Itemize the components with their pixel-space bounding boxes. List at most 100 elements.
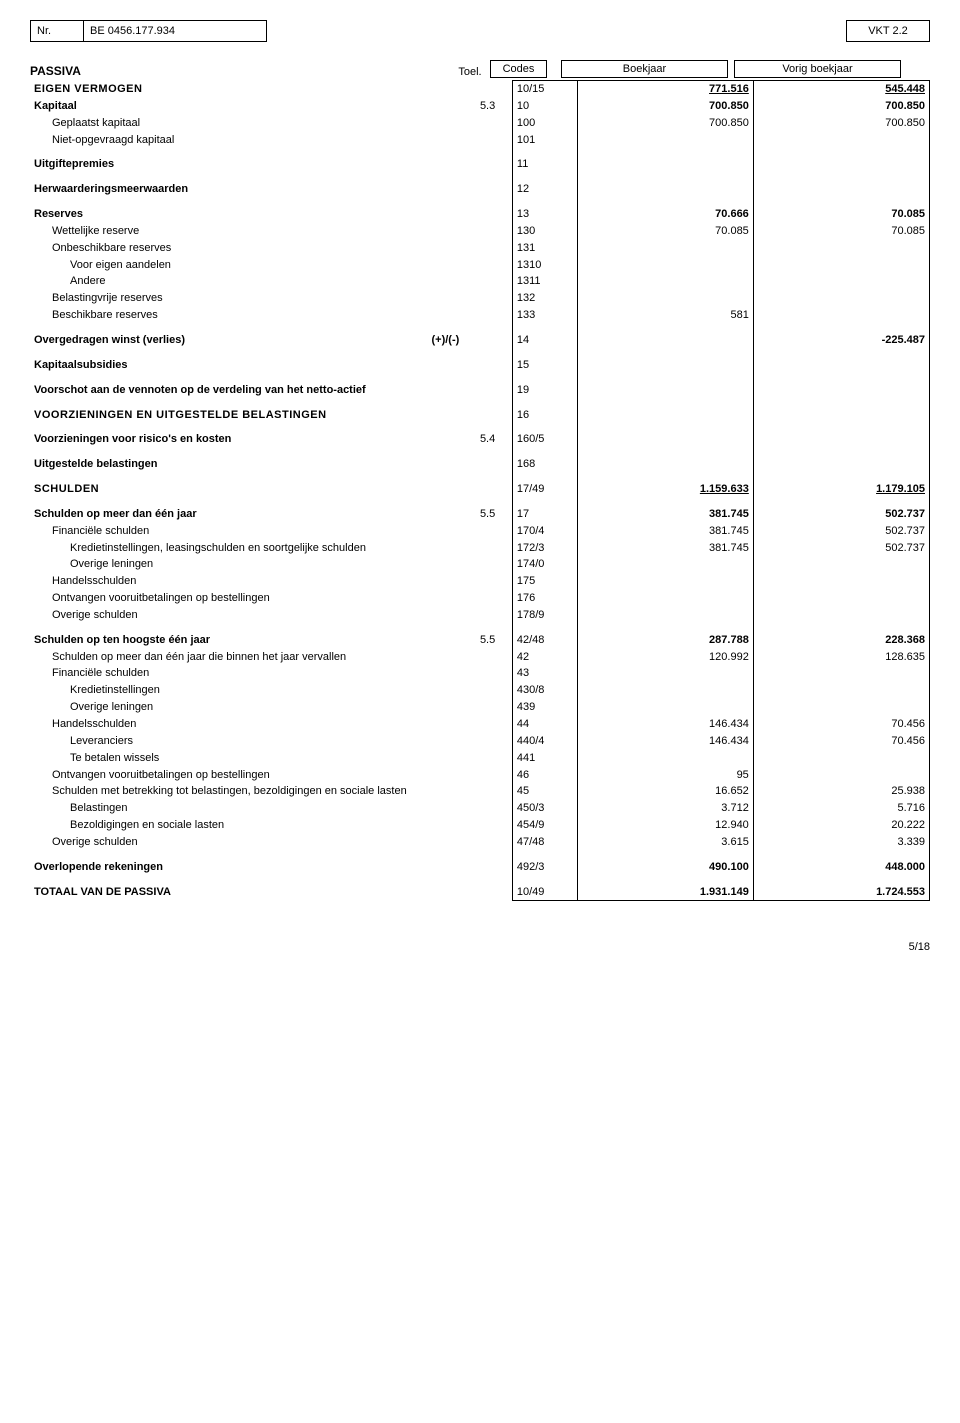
row-current [577,181,753,198]
row-code: 10/49 [512,884,577,901]
row-code: 1310 [512,257,577,274]
row-previous [753,590,929,607]
row-previous [753,573,929,590]
row-code: 42/48 [512,632,577,649]
row-previous: 70.085 [753,206,929,223]
row-toel [463,206,512,223]
row-label: Financiële schulden [30,665,463,682]
row-toel [463,115,512,132]
row-code: 45 [512,783,577,800]
row-label: Reserves [30,206,463,223]
row-current [577,240,753,257]
row-toel [463,223,512,240]
row-label: Handelsschulden [30,573,463,590]
row-current: 120.992 [577,649,753,666]
row-label: TOTAAL VAN DE PASSIVA [30,884,463,901]
row-toel [463,181,512,198]
row-label: Voor eigen aandelen [30,257,463,274]
section-title: PASSIVA [30,64,450,78]
row-previous: 25.938 [753,783,929,800]
row-toel: 5.5 [463,632,512,649]
row-previous: 70.085 [753,223,929,240]
row-current [577,132,753,149]
row-toel [463,800,512,817]
row-current: 381.745 [577,523,753,540]
row-code: 1311 [512,273,577,290]
row-current [577,556,753,573]
row-toel [463,481,512,498]
row-label: Kredietinstellingen [30,682,463,699]
row-toel [463,590,512,607]
row-previous: 70.456 [753,733,929,750]
row-previous: 1.724.553 [753,884,929,901]
row-current: 581 [577,307,753,324]
row-current: 381.745 [577,540,753,557]
row-previous [753,307,929,324]
row-current [577,665,753,682]
row-label: Schulden op meer dan één jaar [30,506,463,523]
passiva-table: EIGEN VERMOGEN10/15771.516545.448Kapitaa… [30,80,930,901]
row-label: Overlopende rekeningen [30,859,463,876]
row-code: 175 [512,573,577,590]
row-current [577,156,753,173]
row-previous [753,456,929,473]
row-previous [753,357,929,374]
row-toel [463,257,512,274]
row-toel [463,665,512,682]
row-toel [463,407,512,424]
row-current [577,290,753,307]
row-toel [463,523,512,540]
row-code: 17 [512,506,577,523]
row-label: Voorschot aan de vennoten op de verdelin… [30,382,463,399]
row-current: 490.100 [577,859,753,876]
row-code: 13 [512,206,577,223]
row-code: 454/9 [512,817,577,834]
row-current: 95 [577,767,753,784]
col-codes: Codes [490,60,547,78]
row-toel [463,456,512,473]
row-label: Uitgestelde belastingen [30,456,463,473]
row-label: Ontvangen vooruitbetalingen op bestellin… [30,767,463,784]
row-previous: 20.222 [753,817,929,834]
row-code: 172/3 [512,540,577,557]
row-code: 12 [512,181,577,198]
row-current: 700.850 [577,115,753,132]
row-current: 771.516 [577,81,753,98]
row-current: 16.652 [577,783,753,800]
row-label: Uitgiftepremies [30,156,463,173]
row-toel: 5.3 [463,98,512,115]
row-previous [753,750,929,767]
row-label: Overige schulden [30,834,463,851]
row-label: Kapitaal [30,98,463,115]
row-current: 381.745 [577,506,753,523]
row-code: 44 [512,716,577,733]
row-current [577,573,753,590]
row-label: Overgedragen winst (verlies)(+)/(-) [30,332,463,349]
row-current [577,257,753,274]
row-code: 170/4 [512,523,577,540]
row-previous [753,431,929,448]
row-label: Voorzieningen voor risico's en kosten [30,431,463,448]
row-label: Geplaatst kapitaal [30,115,463,132]
row-toel [463,607,512,624]
row-previous: 502.737 [753,506,929,523]
row-label: Kapitaalsubsidies [30,357,463,374]
row-toel [463,332,512,349]
row-code: 101 [512,132,577,149]
row-previous [753,407,929,424]
row-toel: 5.4 [463,431,512,448]
row-previous: 5.716 [753,800,929,817]
row-current: 3.712 [577,800,753,817]
row-label: Andere [30,273,463,290]
row-previous: 700.850 [753,115,929,132]
row-toel [463,81,512,98]
row-previous [753,767,929,784]
row-current: 700.850 [577,98,753,115]
row-code: 168 [512,456,577,473]
row-code: 16 [512,407,577,424]
row-previous [753,181,929,198]
row-code: 174/0 [512,556,577,573]
row-label: Kredietinstellingen, leasingschulden en … [30,540,463,557]
row-label: Schulden op meer dan één jaar die binnen… [30,649,463,666]
row-code: 160/5 [512,431,577,448]
